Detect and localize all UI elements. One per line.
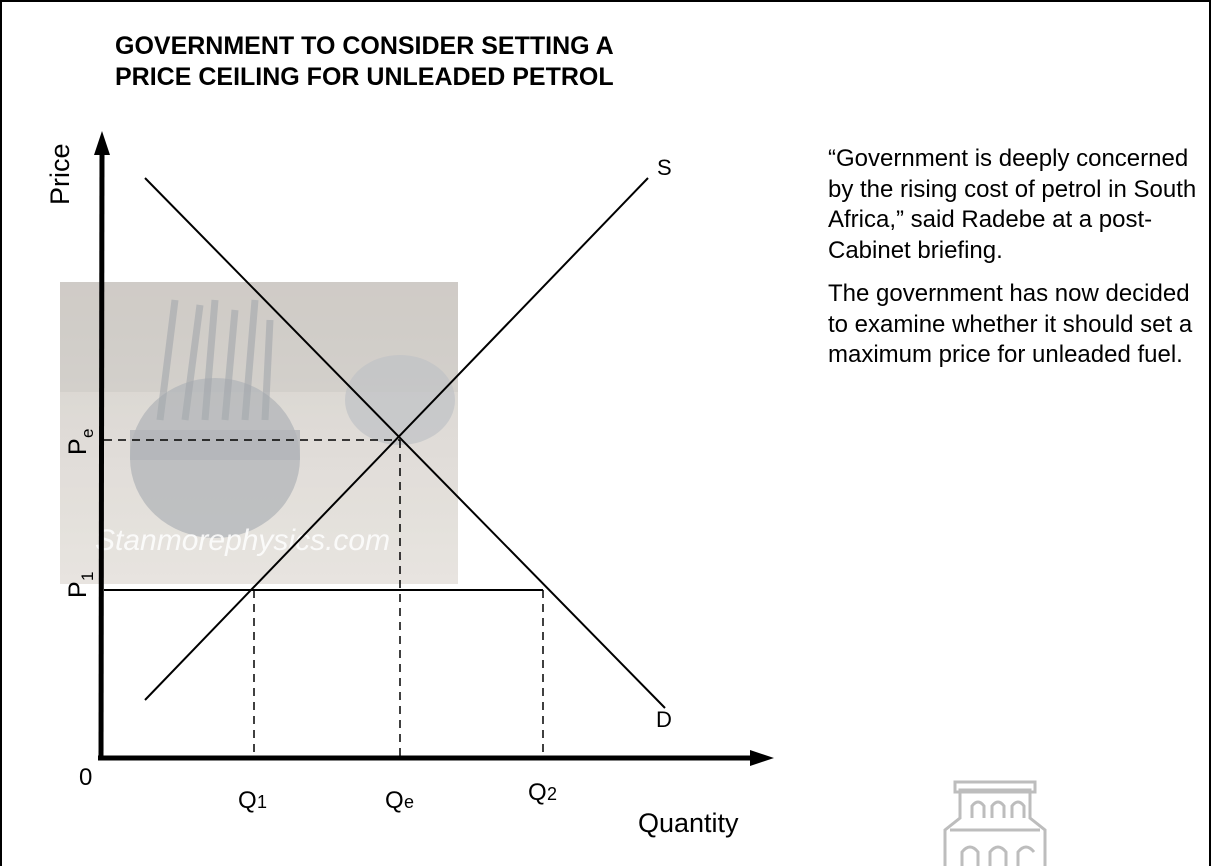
- axes: [94, 131, 774, 766]
- svg-text:1: 1: [78, 572, 97, 581]
- pe-label: P e: [64, 429, 97, 455]
- svg-text:P: P: [64, 438, 92, 455]
- supply-label: S: [657, 155, 672, 180]
- q1-label: Q 1: [238, 787, 267, 814]
- watermark-photo: Stanmorephysics.com: [60, 282, 458, 584]
- svg-text:Q: Q: [385, 787, 404, 814]
- origin-label: 0: [79, 764, 92, 791]
- title-line-1: GOVERNMENT TO CONSIDER SETTING A: [115, 32, 614, 60]
- svg-text:Q: Q: [528, 779, 547, 806]
- building-logo-icon: [943, 780, 1047, 866]
- watermark-text: Stanmorephysics.com: [95, 524, 390, 557]
- p1-label: P 1: [64, 572, 97, 598]
- svg-text:Q: Q: [238, 787, 257, 814]
- svg-text:P: P: [64, 581, 92, 598]
- news-quote: “Government is deeply concerned by the r…: [828, 144, 1208, 384]
- y-axis: [98, 149, 105, 761]
- demand-label: D: [656, 707, 672, 732]
- x-axis-label: Quantity: [638, 808, 739, 838]
- y-axis-arrow-icon: [94, 131, 110, 155]
- q2-label: Q 2: [528, 779, 557, 806]
- page-title: GOVERNMENT TO CONSIDER SETTING A PRICE C…: [115, 31, 795, 93]
- title-line-2: PRICE CEILING FOR UNLEADED PETROL: [115, 63, 614, 91]
- x-axis-arrow-icon: [750, 750, 774, 766]
- qe-label: Q e: [385, 787, 414, 814]
- svg-text:2: 2: [547, 784, 557, 804]
- quote-paragraph-1: “Government is deeply concerned by the r…: [828, 145, 1197, 264]
- svg-text:e: e: [78, 429, 97, 438]
- plant-pot-right: [345, 355, 455, 445]
- plant-leaves: [156, 299, 274, 421]
- svg-text:e: e: [404, 792, 414, 812]
- y-axis-label: Price: [45, 143, 75, 205]
- svg-text:1: 1: [257, 792, 267, 812]
- supply-curve: [144, 177, 649, 701]
- quote-paragraph-2: The government has now decided to examin…: [828, 280, 1193, 368]
- demand-curve: [144, 177, 666, 709]
